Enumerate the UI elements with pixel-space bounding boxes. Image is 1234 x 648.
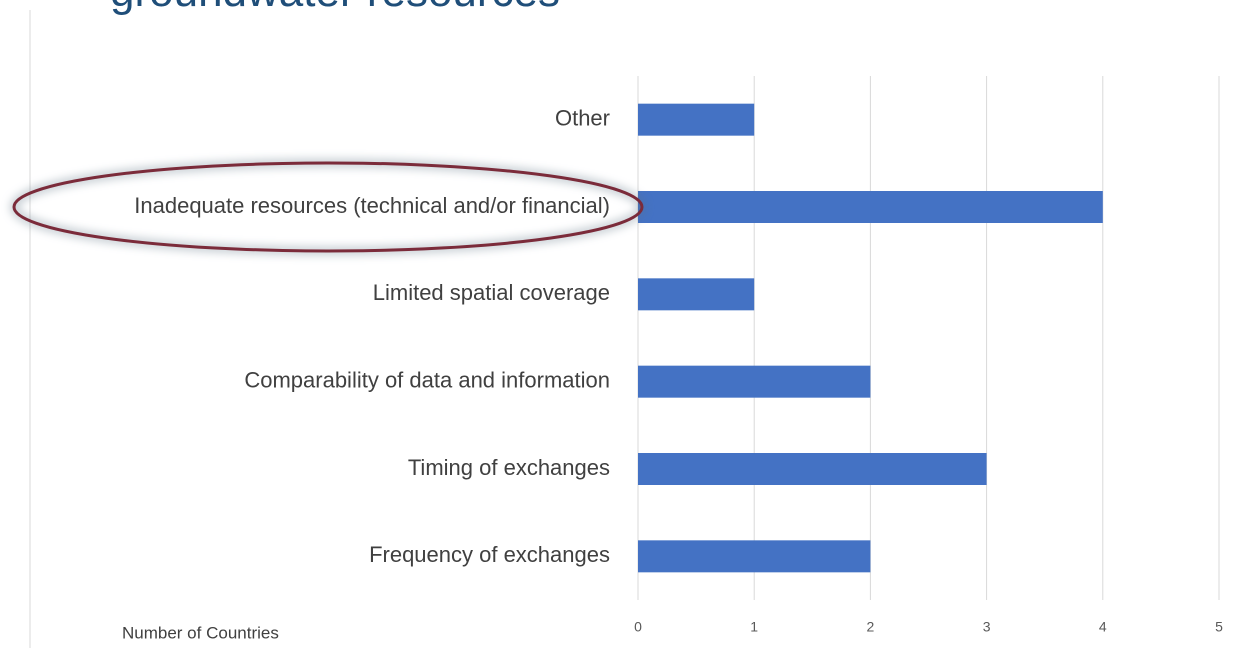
x-axis-label: Number of Countries <box>122 623 279 642</box>
bar <box>638 365 871 398</box>
bar <box>638 278 755 311</box>
plot-area: 0 1 2 3 4 5 Other Inadequate resources (technic… <box>134 76 1223 635</box>
x-tick-label: 2 <box>867 619 875 635</box>
x-tick-label: 3 <box>983 619 991 635</box>
y-tick-label: Inadequate resources (technical and/or f… <box>134 193 610 218</box>
bar <box>638 191 1103 223</box>
y-tick-label: Frequency of exchanges <box>369 542 610 567</box>
bar <box>638 540 871 573</box>
bar <box>638 453 987 485</box>
x-tick-label: 5 <box>1215 619 1223 635</box>
chart-title: groundwater resources <box>110 0 560 16</box>
highlight-ellipse <box>12 161 644 253</box>
y-tick-label: Other <box>555 105 610 130</box>
x-tick-label: 1 <box>750 619 758 635</box>
x-tick-label: 4 <box>1099 619 1107 635</box>
x-tick-label: 0 <box>634 619 642 635</box>
y-tick-label: Limited spatial coverage <box>373 280 610 305</box>
y-tick-label: Timing of exchanges <box>408 455 610 480</box>
y-tick-label: Comparability of data and information <box>244 367 610 392</box>
bar <box>638 103 755 136</box>
